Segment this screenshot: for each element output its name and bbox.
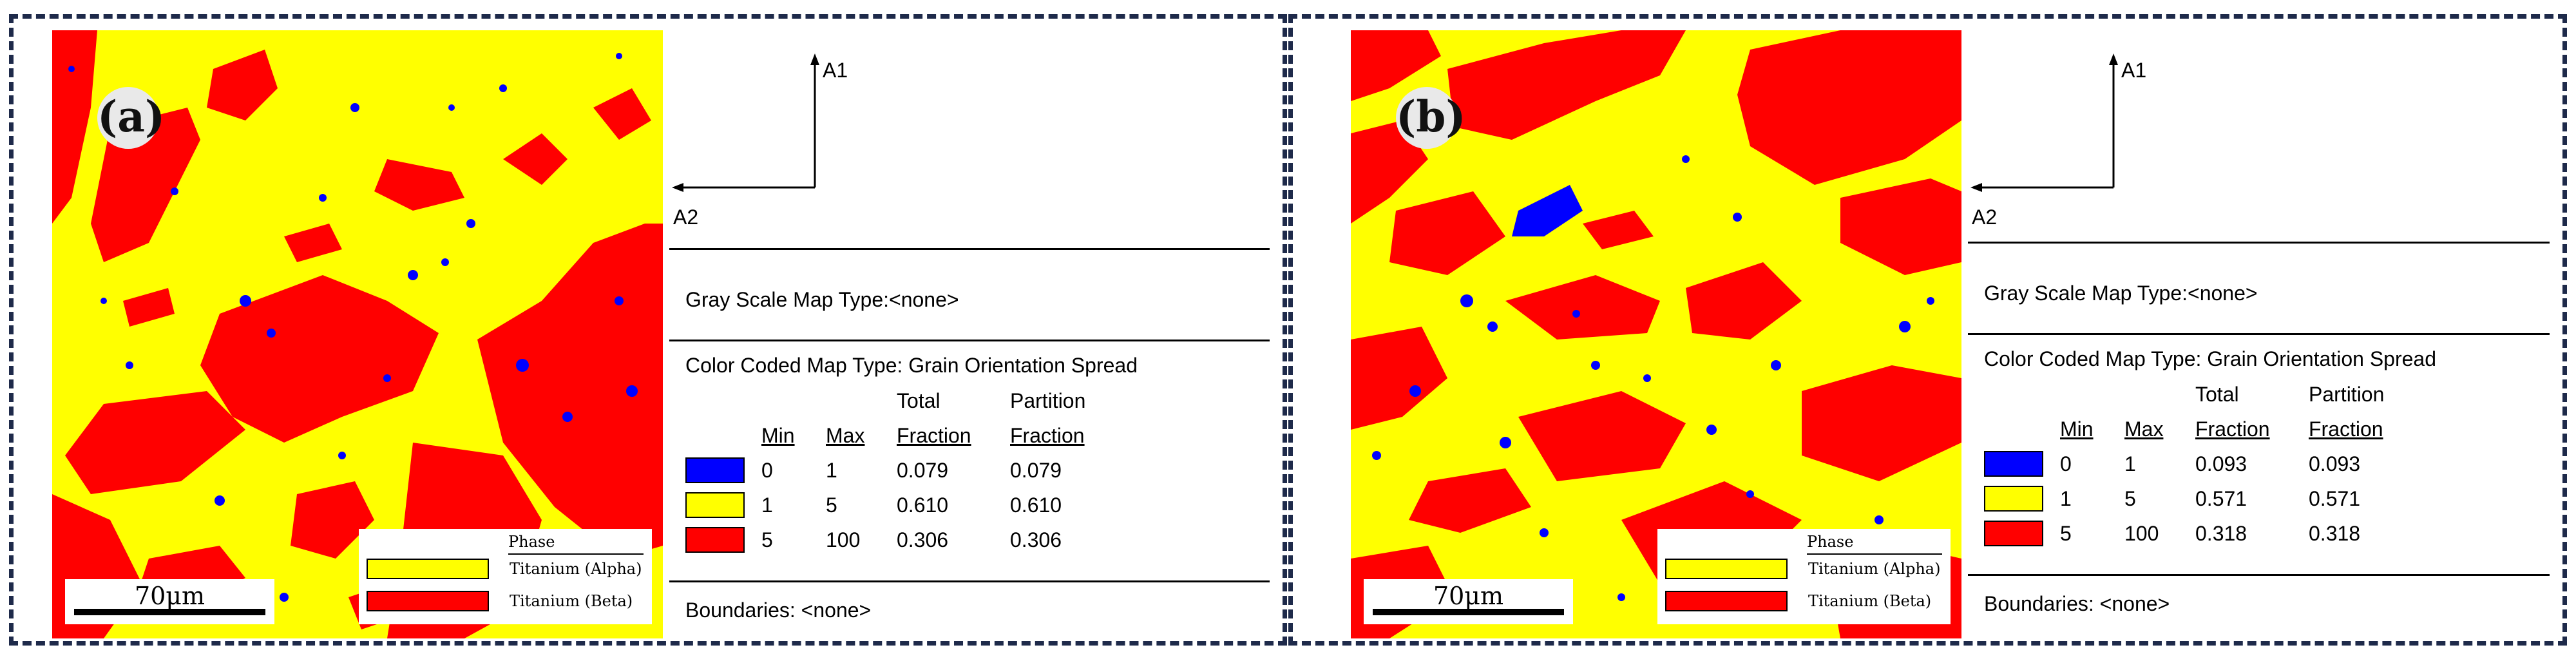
scale-bar-label: 70μm [1433,582,1504,610]
beta-swatch [1665,591,1788,611]
header-min: Min [2060,417,2094,441]
row-min: 0 [2060,452,2072,475]
divider [669,580,1270,582]
axes-arrows [672,53,819,192]
header-total: Total [897,388,940,412]
row-max: 1 [2124,452,2136,475]
row-min: 1 [2060,486,2072,510]
color-coded-map-type: Color Coded Map Type: Grain Orientation … [1984,347,2437,370]
phase-legend-title: Phase [1807,533,1942,555]
boundaries-text: Boundaries: <none> [685,599,872,622]
row-partition: 0.610 [1010,493,1062,517]
gray-scale-map-type: Gray Scale Map Type:<none> [685,288,959,311]
row-max: 5 [826,493,837,517]
header-max: Max [826,423,865,447]
row-min: 5 [761,528,773,551]
table-row: 1 5 0.571 0.571 [1984,481,2418,516]
axis-label-a1: A1 [2121,59,2147,82]
scale-bar: 70μm [65,579,274,624]
phase-legend: Phase Titanium (Alpha) Titanium (Beta) [1657,529,1951,624]
row-max: 100 [2124,521,2159,545]
row-partition: 0.079 [1010,458,1062,482]
header-partition: Partition [2309,382,2385,406]
blue-swatch [685,457,745,483]
header-total-fraction: Fraction [897,423,971,447]
row-total: 0.093 [2195,452,2247,475]
scale-bar-line [74,609,265,615]
axes-arrows [1970,53,2118,192]
divider [1968,574,2550,576]
row-min: 0 [761,458,773,482]
alpha-swatch [367,559,489,579]
panel-a: (a) 70μm Phase Titanium (Alpha) Titanium… [9,14,1287,646]
map-info-a: A1 A2 Gray Scale Map Type:<none> Color C… [669,19,1283,641]
panel-b: (b) 70μm Phase Titanium (Alpha) Titanium… [1288,14,2567,646]
divider [1968,242,2550,244]
axis-label-a1: A1 [823,59,848,82]
header-min: Min [761,423,795,447]
row-total: 0.306 [897,528,949,551]
boundaries-text: Boundaries: <none> [1984,592,2170,615]
phase-legend-label: Titanium (Beta) [1808,592,1932,610]
row-min: 1 [761,493,773,517]
phase-legend-label: Titanium (Alpha) [510,560,642,578]
phase-legend-label: Titanium (Beta) [510,592,633,610]
row-max: 100 [826,528,861,551]
beta-swatch [367,591,489,611]
row-min: 5 [2060,521,2072,545]
color-coded-table: Total Partition Min Max Fraction Fractio… [1984,377,2418,551]
red-swatch [1984,521,2043,546]
gray-scale-map-type: Gray Scale Map Type:<none> [1984,282,2258,305]
scale-bar: 70μm [1364,579,1573,624]
table-row: 5 100 0.318 0.318 [1984,516,2418,551]
panel-label: (a) [97,87,165,149]
yellow-swatch [685,492,745,518]
divider [1968,333,2550,335]
table-row: 5 100 0.306 0.306 [685,522,1120,557]
phase-legend-label: Titanium (Alpha) [1808,560,1941,578]
phase-legend-title: Phase [508,533,644,555]
row-partition: 0.318 [2309,521,2361,545]
panel-label: (b) [1396,87,1466,149]
map-info-b: A1 A2 Gray Scale Map Type:<none> Color C… [1968,19,2562,641]
yellow-swatch [1984,486,2043,512]
row-total: 0.079 [897,458,949,482]
row-partition: 0.306 [1010,528,1062,551]
grain-orientation-map-b [1351,30,1961,638]
header-max: Max [2124,417,2164,441]
row-max: 5 [2124,486,2136,510]
row-total: 0.571 [2195,486,2247,510]
divider [669,248,1270,250]
ebsd-map-a: (a) 70μm Phase Titanium (Alpha) Titanium… [52,30,663,638]
scale-bar-label: 70μm [134,582,205,610]
axis-label-a2: A2 [1972,206,1998,229]
header-total-fraction: Fraction [2195,417,2270,441]
alpha-swatch [1665,559,1788,579]
scale-bar-line [1373,609,1564,615]
row-partition: 0.093 [2309,452,2361,475]
header-partition: Partition [1010,388,1086,412]
table-row: 0 1 0.093 0.093 [1984,446,2418,481]
color-coded-map-type: Color Coded Map Type: Grain Orientation … [685,354,1138,377]
phase-legend: Phase Titanium (Alpha) Titanium (Beta) [359,529,652,624]
header-total: Total [2195,382,2239,406]
divider [669,340,1270,341]
blue-swatch [1984,451,2043,477]
header-partition-fraction: Fraction [1010,423,1085,447]
row-total: 0.610 [897,493,949,517]
red-swatch [685,527,745,553]
row-partition: 0.571 [2309,486,2361,510]
axis-label-a2: A2 [673,206,699,229]
ebsd-map-b: (b) 70μm Phase Titanium (Alpha) Titanium… [1351,30,1961,638]
row-total: 0.318 [2195,521,2247,545]
table-row: 1 5 0.610 0.610 [685,488,1120,522]
table-row: 0 1 0.079 0.079 [685,453,1120,488]
header-partition-fraction: Fraction [2309,417,2383,441]
row-max: 1 [826,458,837,482]
color-coded-table: Total Partition Min Max Fraction Fractio… [685,383,1120,557]
